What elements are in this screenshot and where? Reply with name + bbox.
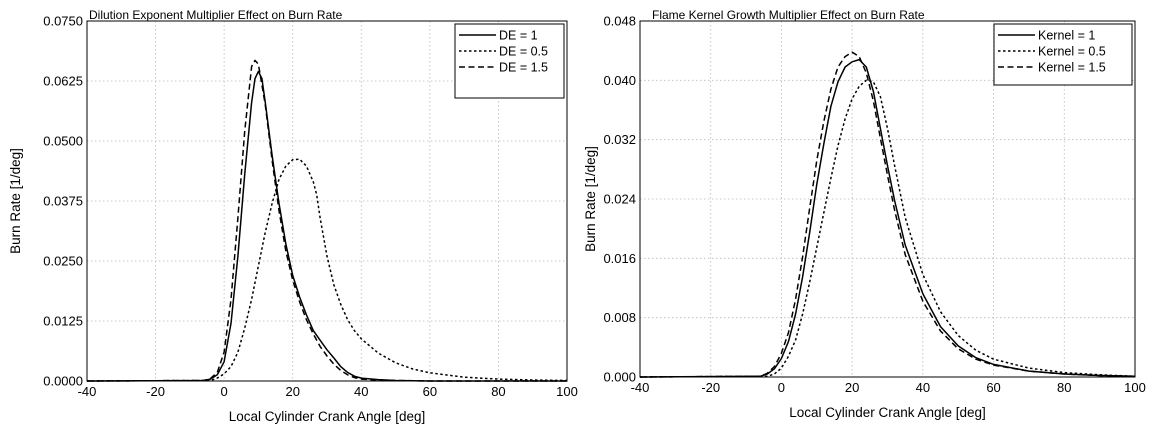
series-line-2 [86,158,568,382]
legend-label: Kernel = 1 [1038,29,1095,43]
chart-title: Flame Kernel Growth Multiplier Effect on… [652,8,925,22]
y-tick-label: 0.0000 [43,374,83,389]
y-tick-label: 0.040 [603,73,636,88]
legend-label: Kernel = 1.5 [1038,61,1106,75]
x-tick-label: 60 [423,384,437,399]
y-tick-label: 0.0500 [43,134,83,149]
chart-panel-2: -40 -20 0 20 40 60 80 100 0.000 0.008 0.016 0.024 0.… [583,8,1146,420]
y-axis-title: Burn Rate [1/deg] [583,146,598,252]
x-tick-label: 80 [491,384,505,399]
legend-label: DE = 1.5 [499,61,548,75]
x-axis-title: Local Cylinder Crank Angle [deg] [229,409,426,424]
legend-box [993,23,1133,86]
y-tick-label: 0.024 [603,192,636,207]
x-tick-label: 100 [1124,380,1146,395]
y-tick-label: 0.008 [603,310,636,325]
chart-panel-1: -40 -20 0 20 40 60 80 100 0.0000 0.0125 0.0250 0.03… [8,8,578,424]
series-line-1 [639,58,1136,378]
y-tick-label: 0.000 [603,370,636,385]
x-tick-label: 60 [986,380,1000,395]
legend-box [454,23,565,99]
legend-label: DE = 1 [499,29,538,43]
y-tick-label: 0.0625 [43,74,83,89]
legend: Kernel = 1 Kernel = 0.5 Kernel = 1.5 [993,23,1133,86]
series-line-3 [86,59,567,382]
legend: DE = 1 DE = 0.5 DE = 1.5 [454,23,565,99]
y-axis-title: Burn Rate [1/deg] [8,148,23,254]
y-tick-label: 0.0125 [43,314,83,329]
y-tick-label: 0.0250 [43,254,83,269]
series-line-2 [639,79,1136,378]
plot-frame [86,20,568,382]
y-tick-label: 0.0375 [43,194,83,209]
x-tick-label: 20 [285,384,299,399]
x-tick-label: 40 [916,380,930,395]
chart-title: Dilution Exponent Multiplier Effect on B… [89,8,343,22]
legend-label: DE = 0.5 [499,45,548,59]
y-tick-label: 0.016 [603,251,636,266]
x-tick-label: 80 [1057,380,1071,395]
x-tick-label: 0 [778,380,785,395]
series-line-1 [86,70,567,382]
x-axis-title: Local Cylinder Crank Angle [deg] [789,405,986,420]
y-tick-label: 0.048 [603,14,636,29]
x-tick-label: 40 [354,384,368,399]
plot-frame [639,20,1136,378]
series-line-3 [639,51,1136,378]
y-tick-label: 0.0750 [43,14,83,29]
x-tick-label: 0 [221,384,228,399]
x-tick-label: 100 [556,384,578,399]
x-tick-label: -20 [701,380,720,395]
y-tick-label: 0.032 [603,132,636,147]
x-tick-label: -20 [146,384,165,399]
x-tick-label: 20 [845,380,859,395]
x-tick-label: -40 [631,380,650,395]
x-tick-label: -40 [78,384,97,399]
legend-label: Kernel = 0.5 [1038,45,1106,59]
